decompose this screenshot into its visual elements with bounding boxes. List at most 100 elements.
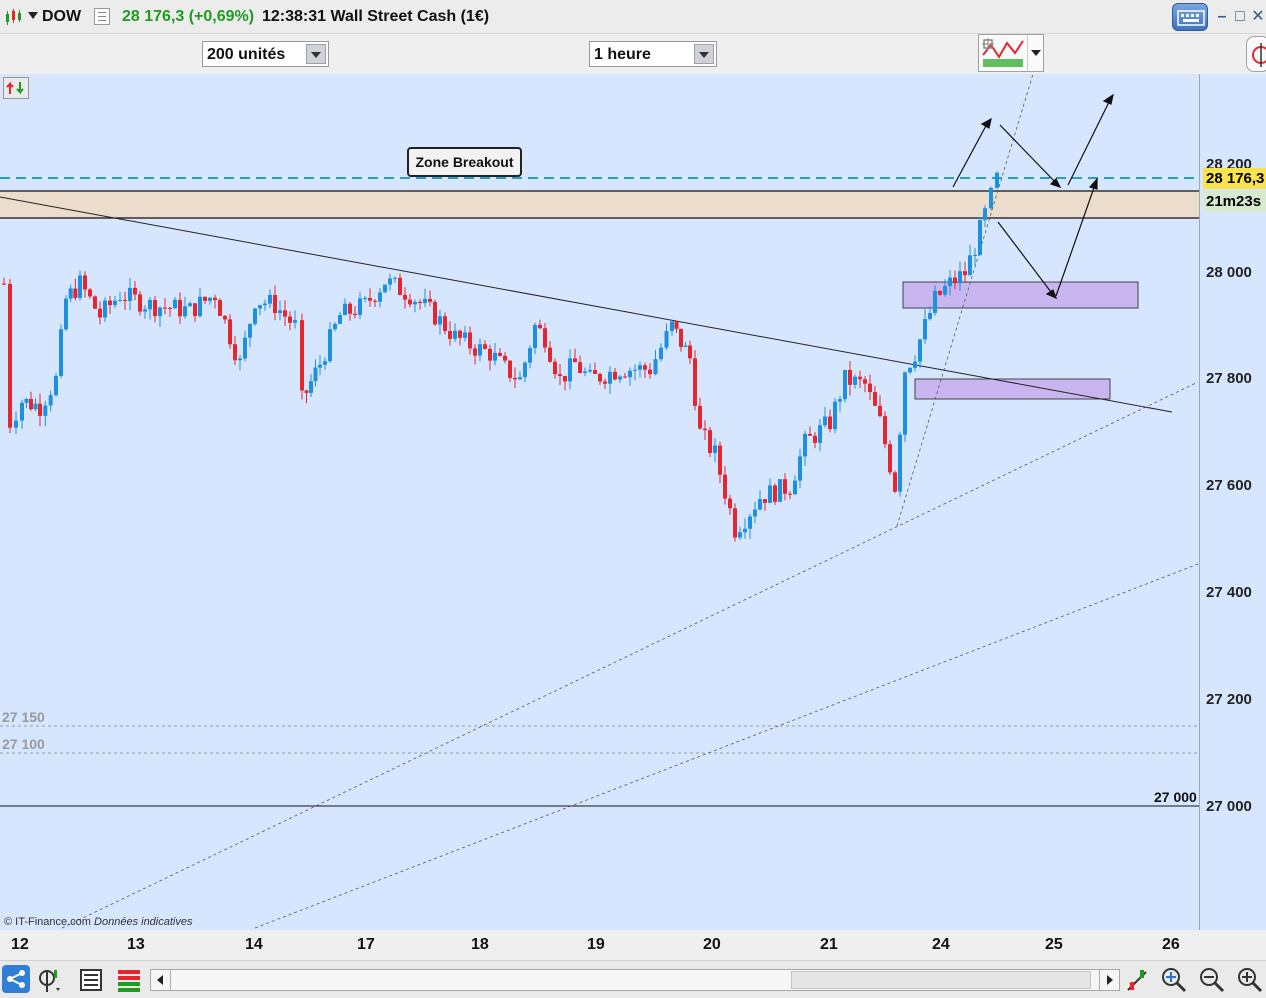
candle[interactable] <box>513 367 517 388</box>
candle[interactable] <box>803 430 807 466</box>
candle[interactable] <box>313 359 318 387</box>
candle[interactable] <box>783 473 787 501</box>
candle[interactable] <box>398 273 402 296</box>
candle[interactable] <box>103 297 107 323</box>
candle[interactable] <box>958 261 962 291</box>
candle[interactable] <box>763 498 767 511</box>
candle[interactable] <box>788 491 792 500</box>
candle[interactable] <box>98 301 102 325</box>
candle[interactable] <box>473 344 477 365</box>
candle[interactable] <box>659 343 663 362</box>
candle[interactable] <box>68 284 73 303</box>
maximize-icon[interactable]: □ <box>1235 8 1245 25</box>
indicators-button[interactable] <box>978 34 1044 72</box>
candle[interactable] <box>288 311 292 331</box>
candle[interactable] <box>48 390 53 412</box>
candle[interactable] <box>633 364 637 381</box>
candle[interactable] <box>413 299 417 313</box>
candle[interactable] <box>558 363 562 386</box>
candle[interactable] <box>213 294 217 309</box>
candle[interactable] <box>523 360 527 383</box>
candle[interactable] <box>358 292 362 320</box>
candle[interactable] <box>648 363 652 379</box>
candle[interactable] <box>328 322 332 363</box>
candle[interactable] <box>118 292 122 303</box>
candle[interactable] <box>203 296 207 304</box>
candle[interactable] <box>198 287 202 318</box>
candle[interactable] <box>603 378 607 390</box>
candle[interactable] <box>733 503 737 542</box>
candle[interactable] <box>833 398 837 434</box>
candle[interactable] <box>613 368 617 381</box>
candle[interactable] <box>143 305 147 319</box>
candle[interactable] <box>738 526 742 541</box>
candle[interactable] <box>243 330 247 362</box>
candle[interactable] <box>518 371 522 380</box>
candle[interactable] <box>953 270 957 290</box>
ascending-trendline-steep[interactable] <box>896 74 1034 527</box>
candle[interactable] <box>128 278 132 311</box>
support-box-lower[interactable] <box>914 378 1111 400</box>
candle[interactable] <box>588 363 592 374</box>
candle[interactable] <box>278 300 282 321</box>
candle[interactable] <box>248 323 252 348</box>
support-box-upper[interactable] <box>902 281 1139 309</box>
candle[interactable] <box>728 494 732 515</box>
units-dropdown[interactable]: 200 unités <box>202 41 329 67</box>
candle[interactable] <box>853 374 857 389</box>
zoom-fit-icon[interactable] <box>1160 966 1188 994</box>
chevron-down-icon[interactable] <box>28 12 38 19</box>
candle[interactable] <box>743 518 747 539</box>
candle[interactable] <box>20 399 24 429</box>
candle[interactable] <box>153 296 157 323</box>
candle[interactable] <box>968 244 972 276</box>
candle[interactable] <box>848 361 852 396</box>
candle[interactable] <box>723 466 727 505</box>
candle[interactable] <box>378 288 382 308</box>
candle[interactable] <box>83 271 87 298</box>
candle[interactable] <box>388 273 392 291</box>
candle[interactable] <box>893 470 897 494</box>
candle[interactable] <box>223 315 227 324</box>
candle[interactable] <box>813 432 817 449</box>
candle[interactable] <box>168 306 172 317</box>
candle[interactable] <box>78 270 82 301</box>
candle[interactable] <box>418 299 422 310</box>
candle[interactable] <box>304 389 309 404</box>
candle[interactable] <box>643 362 647 379</box>
candle[interactable] <box>528 345 532 369</box>
candle[interactable] <box>508 360 512 382</box>
candle[interactable] <box>578 355 582 374</box>
candle[interactable] <box>943 279 947 297</box>
candle[interactable] <box>568 349 572 390</box>
descending-trendline[interactable] <box>0 196 1173 413</box>
resistance-zone[interactable] <box>0 191 1200 218</box>
candle[interactable] <box>713 438 717 463</box>
candle[interactable] <box>718 441 722 484</box>
candle[interactable] <box>808 426 812 436</box>
refresh-button[interactable] <box>3 77 29 99</box>
list-icon[interactable] <box>78 966 106 994</box>
candle[interactable] <box>838 395 842 412</box>
candle[interactable] <box>883 411 887 449</box>
candle[interactable] <box>38 393 42 427</box>
candle[interactable] <box>263 299 267 311</box>
candle[interactable] <box>693 349 697 411</box>
candle[interactable] <box>488 344 492 371</box>
candle[interactable] <box>963 261 967 283</box>
candle[interactable] <box>458 329 462 346</box>
candle[interactable] <box>768 478 772 503</box>
candle[interactable] <box>638 361 642 378</box>
candle[interactable] <box>748 513 752 539</box>
chart-canvas[interactable] <box>0 74 1266 930</box>
candle[interactable] <box>995 171 999 190</box>
candle[interactable] <box>423 288 427 308</box>
candle[interactable] <box>333 322 337 332</box>
symbol-name[interactable]: DOW <box>42 8 82 25</box>
candle[interactable] <box>703 420 707 440</box>
candle[interactable] <box>989 186 993 211</box>
candle[interactable] <box>928 306 932 321</box>
candle[interactable] <box>493 343 497 366</box>
timeframe-dropdown[interactable]: 1 heure <box>589 41 717 67</box>
candle[interactable] <box>863 376 867 393</box>
